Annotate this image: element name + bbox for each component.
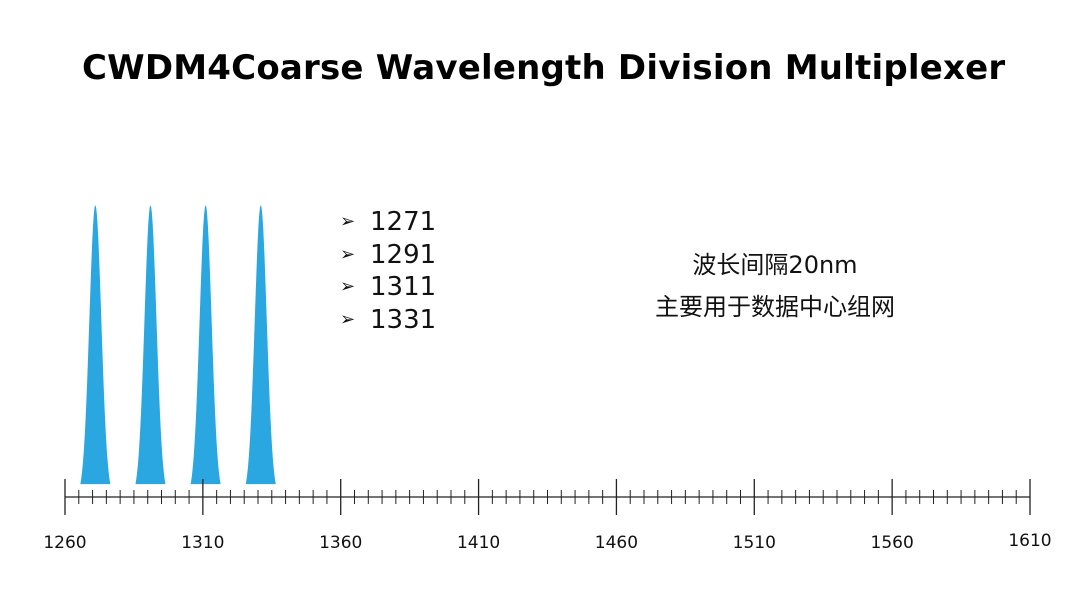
channel-item: ➢ 1311 — [340, 271, 436, 304]
channel-item: ➢ 1271 — [340, 206, 436, 239]
channel-peak — [135, 205, 166, 485]
channel-wavelength: 1331 — [370, 304, 437, 335]
arrow-bullet-icon: ➢ — [340, 243, 356, 265]
channel-item: ➢ 1331 — [340, 304, 436, 337]
application-note: 主要用于数据中心组网 — [655, 293, 895, 321]
arrow-bullet-icon: ➢ — [340, 276, 356, 297]
tick-label: 1360 — [319, 533, 362, 553]
tick-label: 1260 — [43, 533, 86, 553]
tick-label: 1560 — [871, 533, 914, 553]
arrow-bullet-icon: ➢ — [340, 308, 356, 330]
channel-peak — [190, 205, 221, 485]
tick-label: 1610 — [1008, 531, 1051, 551]
notes-block: 波长间隔20nm 主要用于数据中心组网 — [640, 244, 910, 328]
channel-peak — [80, 205, 111, 485]
channel-spacing-note: 波长间隔20nm — [692, 251, 858, 279]
channel-list: ➢ 1271 ➢ 1291 ➢ 1311 ➢ 1331 — [340, 206, 436, 336]
channel-wavelength: 1271 — [370, 207, 437, 237]
tick-label: 1410 — [457, 533, 500, 553]
arrow-bullet-icon: ➢ — [340, 211, 356, 232]
tick-label: 1460 — [595, 533, 638, 553]
page-title: CWDM4Coarse Wavelength Division Multiple… — [82, 48, 1006, 88]
channel-wavelength: 1311 — [370, 272, 437, 302]
tick-label: 1310 — [181, 533, 224, 553]
channel-item: ➢ 1291 — [340, 239, 436, 272]
channel-peaks — [80, 205, 276, 485]
wavelength-axis: 1260 1310 1360 1410 1460 1510 1560 1610 — [43, 479, 1052, 553]
channel-wavelength: 1291 — [370, 239, 437, 270]
channel-peak — [245, 205, 276, 485]
tick-label: 1510 — [733, 533, 776, 553]
